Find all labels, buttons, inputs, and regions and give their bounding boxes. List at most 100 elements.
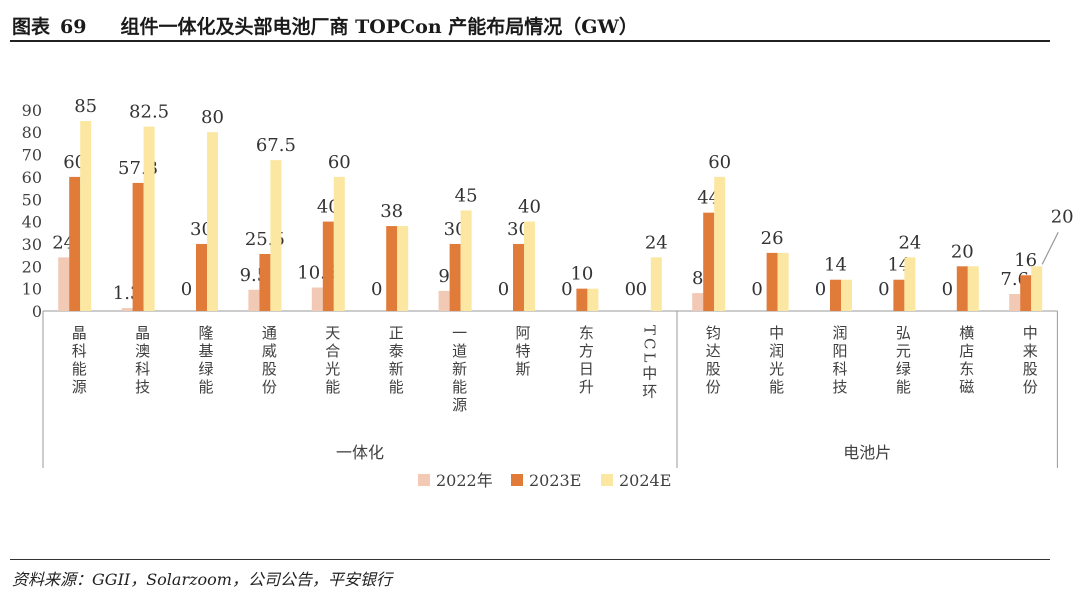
y-tick-label: 70 xyxy=(22,146,42,165)
legend-swatch xyxy=(511,474,523,486)
category-label: 润阳科技 xyxy=(831,325,849,397)
data-label: 0 xyxy=(561,279,572,300)
header-rule xyxy=(10,40,1050,42)
data-label: 0 xyxy=(181,279,192,300)
data-label: 0 xyxy=(942,279,953,300)
bar-2023E xyxy=(259,254,271,311)
category-label: 一道新能源 xyxy=(450,325,468,415)
bar-2024E xyxy=(524,221,535,311)
legend-label: 2023E xyxy=(529,471,581,490)
footer-rule xyxy=(10,559,1050,560)
category-label: 天合光能 xyxy=(323,325,341,397)
bar-2023E xyxy=(830,279,841,311)
bar-2023E xyxy=(956,266,968,311)
bar-2023E xyxy=(703,212,715,311)
bar-2024E xyxy=(333,176,345,311)
category-label: 钧达股份 xyxy=(704,325,722,397)
group-label: 电池片 xyxy=(843,443,891,462)
bar-2024E xyxy=(650,257,662,311)
category-label: 晶澳科技 xyxy=(133,325,151,397)
data-label: 0 xyxy=(878,279,889,300)
y-tick-label: 0 xyxy=(32,302,42,321)
bar-2024E xyxy=(397,226,409,311)
y-tick-label: 50 xyxy=(22,190,42,209)
data-label: 45 xyxy=(455,185,478,206)
data-label: 0 xyxy=(815,279,826,300)
data-label: 82.5 xyxy=(129,102,169,123)
source-note: 资料来源：GGII，Solarzoom，公司公告，平安银行 xyxy=(12,570,392,589)
bar-2024E xyxy=(841,279,852,311)
legend-label: 2024E xyxy=(619,471,671,490)
data-label: 85 xyxy=(74,96,97,117)
figure-header: 图表 69 组件一体化及头部电池厂商 TOPCon 产能布局情况（GW） xyxy=(12,12,638,39)
category-label: TCL中环 xyxy=(640,325,658,401)
bar-2022年 xyxy=(1009,294,1021,311)
chart-title: 组件一体化及头部电池厂商 TOPCon 产能布局情况（GW） xyxy=(120,16,638,38)
y-tick-label: 20 xyxy=(22,257,42,276)
data-label: 60 xyxy=(708,152,731,173)
data-label: 0 xyxy=(751,279,762,300)
bar-2023E xyxy=(449,243,461,311)
category-label: 隆基绿能 xyxy=(197,325,215,397)
bar-2024E xyxy=(904,257,916,311)
bar-2022年 xyxy=(692,293,704,311)
y-tick-label: 80 xyxy=(22,123,42,142)
y-tick-label: 60 xyxy=(22,168,42,187)
legend-swatch xyxy=(601,474,613,486)
bar-2023E xyxy=(69,176,81,311)
data-label: 0 xyxy=(636,279,647,300)
bar-2023E xyxy=(322,221,334,311)
y-tick-label: 40 xyxy=(22,213,42,232)
bar-2024E xyxy=(587,288,599,311)
bar-2023E xyxy=(893,279,905,311)
data-label: 8 xyxy=(692,268,703,289)
bar-2023E xyxy=(766,252,778,311)
bar-2024E xyxy=(460,210,472,311)
category-label: 中润光能 xyxy=(767,325,785,397)
figure-label: 图表 xyxy=(12,16,51,38)
callout-leader xyxy=(1041,232,1059,265)
category-label: 通威股份 xyxy=(260,325,278,397)
bar-2023E xyxy=(1020,275,1032,311)
category-label: 阿特斯 xyxy=(514,325,532,379)
bar-2022年 xyxy=(438,290,450,311)
data-label: 20 xyxy=(951,241,974,262)
data-label: 67.5 xyxy=(256,135,296,156)
bar-2023E xyxy=(513,243,524,311)
bar-2023E xyxy=(576,288,588,311)
category-label: 正泰新能 xyxy=(387,325,405,397)
data-label: 60 xyxy=(328,152,351,173)
y-tick-label: 30 xyxy=(22,235,42,254)
bar-2023E xyxy=(132,182,144,311)
category-label: 横店东磁 xyxy=(957,325,975,397)
data-label: 0 xyxy=(498,279,509,300)
bar-2024E xyxy=(967,266,979,311)
bar-2024E xyxy=(143,126,155,311)
data-label: 0 xyxy=(371,279,382,300)
bar-2024E xyxy=(777,252,789,311)
data-label: 40 xyxy=(518,197,541,218)
y-tick-label: 10 xyxy=(22,280,42,299)
data-label: 10 xyxy=(570,264,593,285)
group-label: 一体化 xyxy=(336,443,384,462)
category-label: 中来股份 xyxy=(1021,325,1039,397)
bar-2024E xyxy=(1031,266,1043,311)
y-tick-label: 90 xyxy=(22,101,42,120)
legend-label: 2022年 xyxy=(436,471,493,490)
data-label: 38 xyxy=(380,201,403,222)
bar-2023E xyxy=(386,226,398,311)
data-label: 0 xyxy=(625,279,636,300)
bar-2023E xyxy=(196,243,207,311)
bar-2022年 xyxy=(248,289,260,311)
data-label: 24 xyxy=(898,232,921,253)
bar-2024E xyxy=(714,176,726,311)
data-label: 26 xyxy=(761,228,784,249)
bar-2022年 xyxy=(121,308,133,311)
data-label: 9 xyxy=(438,266,449,287)
legend-swatch xyxy=(418,474,430,486)
bar-2024E xyxy=(80,121,92,312)
bar-2022年 xyxy=(58,257,70,311)
category-label: 晶科能源 xyxy=(70,325,88,397)
category-label: 东方日升 xyxy=(577,325,595,397)
